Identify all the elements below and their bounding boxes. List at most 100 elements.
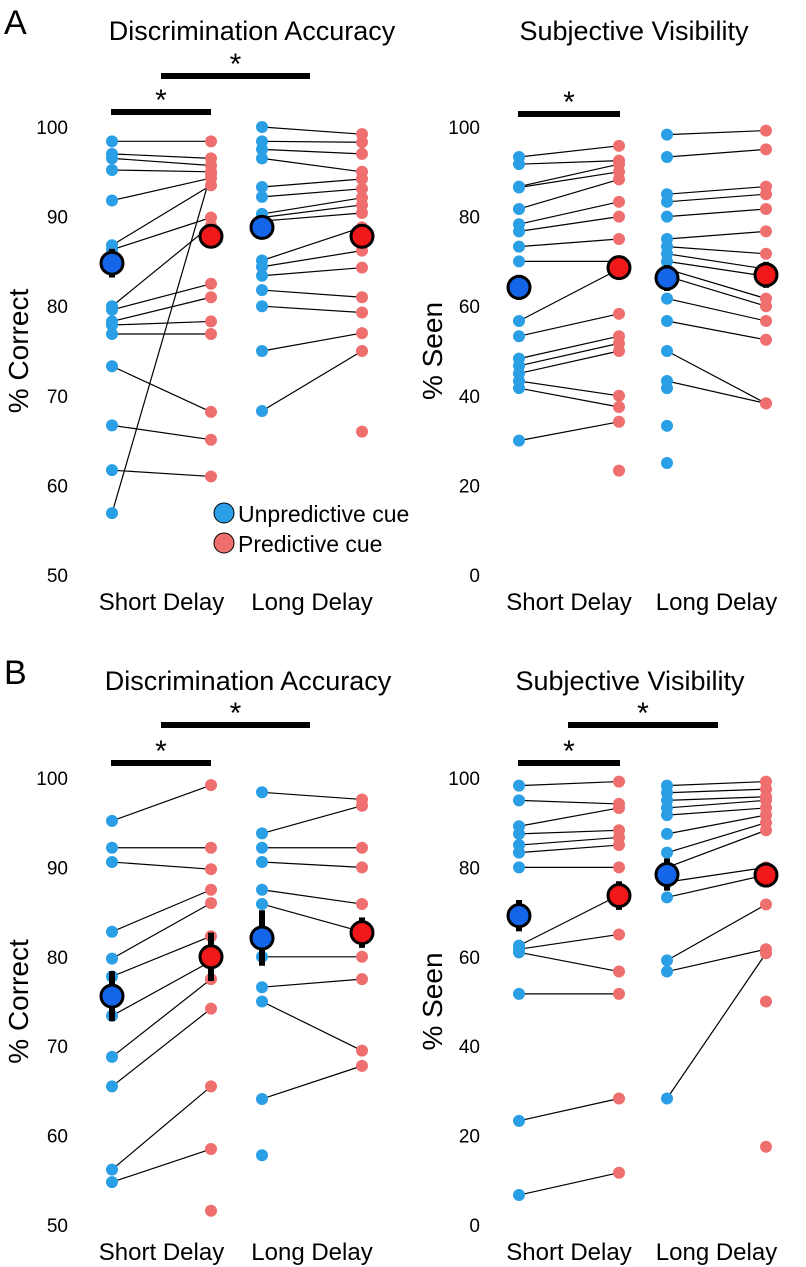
subject-line [666, 185, 767, 195]
subject-line [518, 1097, 620, 1122]
y-tick-label: 0 [469, 1216, 480, 1237]
y-tick-label: 100 [448, 118, 480, 139]
subject-line [261, 978, 363, 988]
subject-line [666, 866, 767, 883]
subject-line [111, 978, 212, 1058]
data-point-unpredictive [106, 152, 118, 165]
data-point-unpredictive [106, 925, 118, 938]
x-category-label: Short Delay [506, 1239, 631, 1266]
subject-line [666, 952, 767, 1099]
y-tick-label: 90 [47, 858, 68, 879]
subject-line [518, 1172, 620, 1196]
subject-line [111, 296, 212, 323]
subject-line [518, 160, 620, 165]
subject-line [666, 193, 767, 203]
data-point-unpredictive [661, 128, 673, 141]
mean-marker-unpredictive [506, 903, 532, 929]
y-tick-label: 40 [459, 1037, 480, 1058]
subject-line [666, 799, 767, 809]
mean-marker-predictive [753, 262, 779, 288]
data-point-predictive [613, 389, 625, 402]
data-point-unpredictive [256, 152, 268, 165]
data-point-unpredictive [256, 841, 268, 854]
data-point-predictive [613, 775, 625, 788]
y-tick-label: 70 [47, 1037, 68, 1058]
data-point-unpredictive [661, 846, 673, 859]
data-point-predictive [613, 233, 625, 245]
subject-line [666, 297, 767, 322]
data-point-predictive [356, 147, 368, 160]
y-tick-label: 100 [36, 769, 68, 790]
data-point-unpredictive [256, 883, 268, 896]
data-point-unpredictive [513, 846, 525, 859]
subject-line [111, 283, 212, 311]
data-point-predictive [760, 898, 772, 911]
data-point-predictive [205, 863, 217, 876]
subject-line [518, 951, 620, 973]
data-point-predictive [613, 401, 625, 413]
subject-line [518, 933, 620, 950]
y-axis-label: % Seen [417, 952, 448, 1050]
subject-line [518, 799, 620, 805]
data-point-predictive [613, 987, 625, 1000]
mean-marker-predictive [198, 944, 224, 970]
data-point-predictive [760, 202, 772, 215]
data-point-predictive [760, 143, 772, 156]
significance-star: * [637, 697, 649, 730]
data-point-unpredictive [513, 779, 525, 792]
data-point-unpredictive [256, 190, 268, 203]
data-point-unpredictive [106, 952, 118, 965]
subject-line [111, 424, 212, 441]
data-point-predictive [205, 841, 217, 854]
data-point-predictive [760, 314, 772, 327]
data-point-predictive [760, 188, 772, 201]
subject-line [666, 246, 767, 255]
data-point-predictive [205, 291, 217, 304]
subject-line [518, 313, 620, 337]
chart-title: Discrimination Accuracy [109, 16, 396, 46]
subject-line [111, 902, 212, 960]
subject-line [111, 1085, 212, 1171]
subject-line [261, 157, 363, 173]
subject-line [666, 780, 767, 787]
subject-line [261, 1000, 363, 1052]
data-point-predictive [356, 950, 368, 963]
data-point-unpredictive [513, 382, 525, 395]
data-point-predictive [356, 136, 368, 149]
data-point-unpredictive [106, 319, 118, 332]
data-point-unpredictive [661, 382, 673, 395]
subject-line [666, 268, 767, 300]
legend-predictive-label: Predictive cue [238, 531, 382, 557]
subject-line [261, 250, 363, 268]
data-point-unpredictive [256, 981, 268, 994]
x-category-label: Short Delay [99, 589, 224, 616]
chart-title: Discrimination Accuracy [105, 666, 392, 696]
y-axis-label: % Seen [417, 302, 448, 400]
subject-line [518, 380, 620, 397]
data-point-unpredictive [106, 194, 118, 207]
data-point-unpredictive [513, 946, 525, 959]
subject-line [518, 145, 620, 158]
data-point-unpredictive [106, 1050, 118, 1063]
subject-line [518, 421, 620, 442]
subject-line [518, 894, 620, 947]
data-point-predictive [356, 799, 368, 812]
data-point-predictive [613, 464, 625, 477]
data-point-predictive [760, 333, 772, 346]
subject-line [666, 208, 767, 218]
panel-letter-a: A [4, 4, 27, 42]
data-point-unpredictive [661, 954, 673, 967]
data-point-unpredictive [661, 1092, 673, 1105]
data-point-unpredictive [106, 419, 118, 432]
y-tick-label: 100 [36, 118, 68, 139]
significance-star: * [230, 48, 242, 81]
x-category-label: Short Delay [99, 1239, 224, 1266]
y-tick-label: 60 [459, 948, 480, 969]
data-point-unpredictive [256, 1149, 268, 1162]
data-point-unpredictive [256, 143, 268, 156]
subject-line [518, 807, 620, 827]
subject-line [518, 387, 620, 408]
data-point-predictive [760, 824, 772, 837]
subject-line [111, 469, 212, 478]
data-point-predictive [356, 1044, 368, 1057]
